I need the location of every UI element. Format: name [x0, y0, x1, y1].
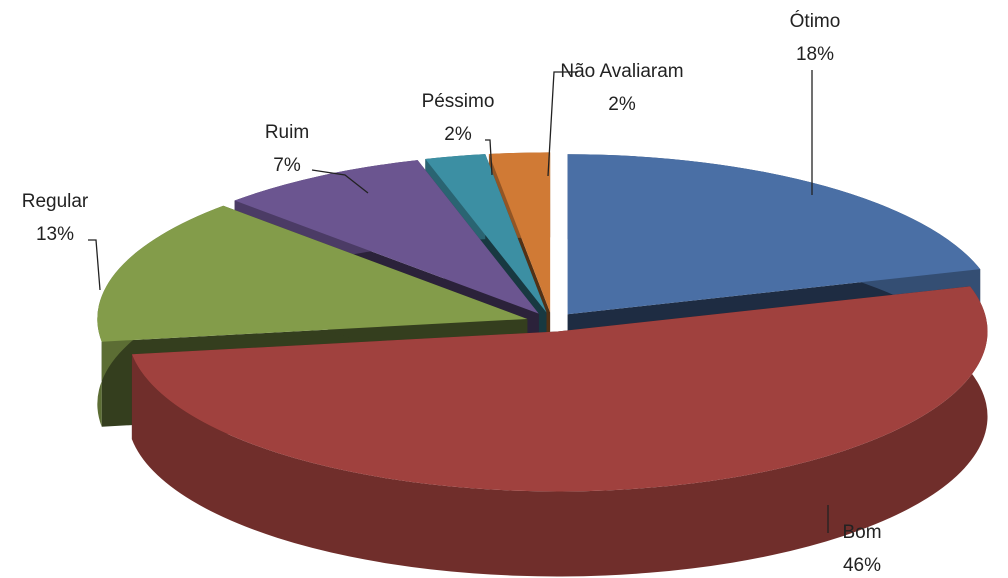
- slice: [131, 286, 988, 577]
- slice-top: [567, 154, 981, 315]
- slice-value-label: 13%: [36, 224, 74, 245]
- slice-value-label: 46%: [843, 555, 881, 576]
- slice-value-label: 18%: [796, 44, 834, 65]
- slice-top: [131, 286, 988, 492]
- leader-line: [485, 139, 493, 176]
- slice-label: Não Avaliaram: [560, 61, 683, 82]
- slice-top: [97, 205, 528, 342]
- slice-top: [488, 152, 551, 313]
- slice-label: Bom: [842, 522, 881, 543]
- slice-label: Regular: [22, 191, 89, 212]
- slice-value-label: 7%: [273, 155, 301, 176]
- slice-value-label: 2%: [444, 124, 472, 145]
- slice-value-label: 2%: [608, 94, 636, 115]
- slice-top: [234, 160, 539, 314]
- slice-wall: [131, 286, 988, 577]
- slice-label: Péssimo: [422, 91, 495, 112]
- leader-line: [311, 169, 369, 194]
- slice-label: Ruim: [265, 122, 309, 143]
- slice-label: Ótimo: [790, 10, 841, 32]
- leader-line: [88, 239, 101, 291]
- slice-top: [425, 154, 547, 313]
- leader-line: [547, 71, 578, 177]
